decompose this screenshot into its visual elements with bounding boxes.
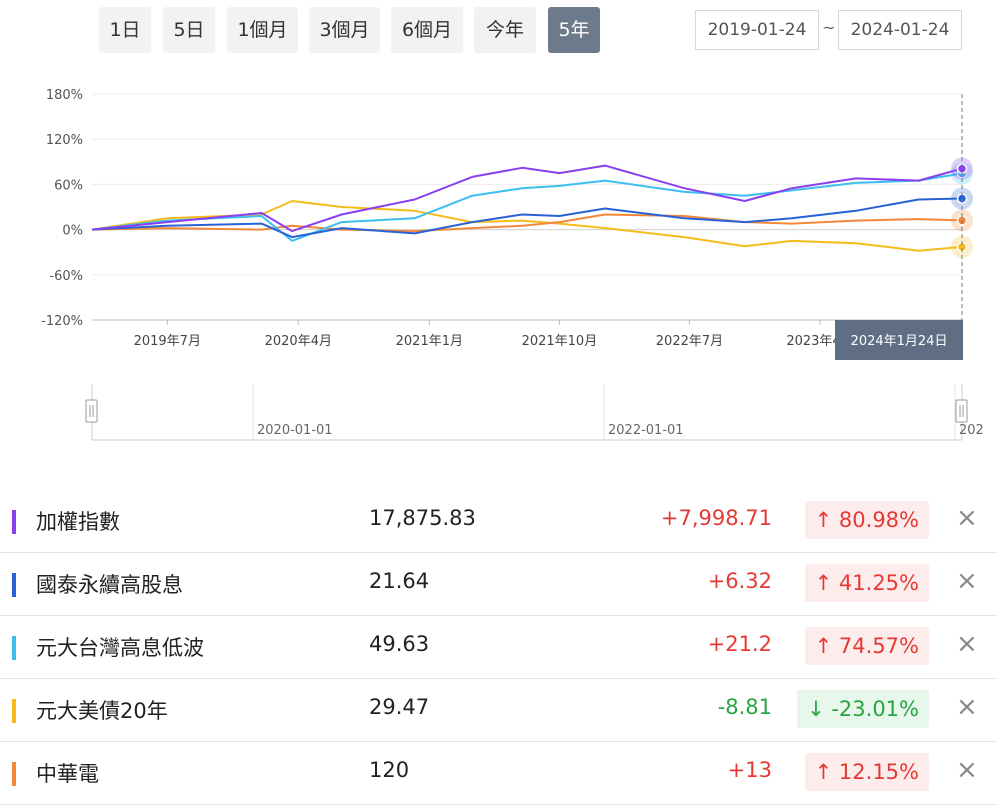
security-price: 49.63 bbox=[369, 632, 430, 656]
table-row: 中華電 120 +13 ↑ 12.15% × bbox=[0, 742, 997, 805]
navigator-tick-label: 202 bbox=[959, 423, 984, 438]
crosshair-label: 2024年1月24日 bbox=[851, 334, 948, 349]
x-tick-label: 2021年10月 bbox=[522, 334, 598, 349]
security-name: 中華電 bbox=[36, 762, 99, 786]
navigator-tick-label: 2022-01-01 bbox=[608, 423, 684, 438]
series-color-bar bbox=[12, 762, 16, 786]
navigator-handle-right[interactable] bbox=[955, 399, 968, 423]
range-button-5d[interactable]: 5日 bbox=[163, 7, 215, 53]
percent-change-badge: ↑ 41.25% bbox=[804, 564, 929, 602]
series-line bbox=[91, 197, 963, 239]
close-icon[interactable]: × bbox=[956, 692, 978, 722]
security-name: 國泰永續高股息 bbox=[36, 573, 183, 597]
series-color-bar bbox=[12, 636, 16, 660]
series-line bbox=[91, 172, 963, 242]
performance-chart[interactable]: 180% 120% 60% 0% -60% -120% 2019年7月 2020年4月 202… bbox=[0, 0, 997, 450]
percent-change-badge: ↓ -23.01% bbox=[797, 690, 929, 728]
series-line bbox=[91, 200, 963, 252]
table-row: 元大台灣高息低波 49.63 +21.2 ↑ 74.57% × bbox=[0, 616, 997, 679]
start-date-input[interactable]: 2019-01-24 bbox=[695, 10, 819, 50]
security-price: 120 bbox=[369, 758, 410, 782]
series-color-bar bbox=[12, 699, 16, 723]
end-date-input[interactable]: 2024-01-24 bbox=[838, 10, 962, 50]
y-tick-label: 180% bbox=[46, 88, 83, 103]
series-line bbox=[91, 164, 963, 233]
security-name: 加權指數 bbox=[36, 510, 120, 534]
handle-body bbox=[955, 399, 968, 423]
range-button-5y[interactable]: 5年 bbox=[548, 7, 600, 53]
navigator-handle-left[interactable] bbox=[85, 399, 98, 423]
price-change: -8.81 bbox=[717, 695, 772, 719]
price-change: +13 bbox=[727, 758, 772, 782]
range-button-3m[interactable]: 3個月 bbox=[309, 7, 380, 53]
close-icon[interactable]: × bbox=[956, 755, 978, 785]
security-price: 21.64 bbox=[369, 569, 430, 593]
table-row: 元大美債20年 29.47 -8.81 ↓ -23.01% × bbox=[0, 679, 997, 742]
x-tick-label: 2021年1月 bbox=[396, 334, 463, 349]
range-button-6m[interactable]: 6個月 bbox=[391, 7, 463, 53]
x-tick-label: 2020年4月 bbox=[265, 334, 332, 349]
range-button-1d[interactable]: 1日 bbox=[99, 7, 151, 53]
percent-change-badge: ↑ 80.98% bbox=[804, 501, 929, 539]
security-price: 17,875.83 bbox=[369, 506, 476, 530]
series-color-bar bbox=[12, 510, 16, 534]
price-change: +21.2 bbox=[707, 632, 772, 656]
table-row: 國泰永續高股息 21.64 +6.32 ↑ 41.25% × bbox=[0, 553, 997, 616]
navigator-tick-label: 2020-01-01 bbox=[257, 423, 333, 438]
table-row: 加權指數 17,875.83 +7,998.71 ↑ 80.98% × bbox=[0, 490, 997, 553]
crosshair-label-box bbox=[835, 320, 963, 360]
range-button-ytd[interactable]: 今年 bbox=[474, 7, 536, 53]
percent-change-badge: ↑ 74.57% bbox=[804, 627, 929, 665]
date-separator: ~ bbox=[822, 18, 836, 37]
handle-body bbox=[85, 399, 98, 423]
y-tick-label: 0% bbox=[62, 224, 83, 239]
x-tick-label: 2019年7月 bbox=[134, 334, 201, 349]
y-tick-label: -120% bbox=[41, 314, 83, 329]
series-color-bar bbox=[12, 573, 16, 597]
x-tick-label: 2022年7月 bbox=[656, 334, 723, 349]
security-name: 元大台灣高息低波 bbox=[36, 636, 204, 660]
close-icon[interactable]: × bbox=[956, 629, 978, 659]
percent-change-badge: ↑ 12.15% bbox=[804, 753, 929, 791]
price-change: +7,998.71 bbox=[660, 506, 772, 530]
security-price: 29.47 bbox=[369, 695, 430, 719]
y-tick-label: 60% bbox=[54, 178, 83, 193]
security-name: 元大美債20年 bbox=[36, 699, 168, 723]
price-change: +6.32 bbox=[707, 569, 772, 593]
close-icon[interactable]: × bbox=[956, 503, 978, 533]
range-button-1m[interactable]: 1個月 bbox=[227, 7, 298, 53]
close-icon[interactable]: × bbox=[956, 566, 978, 596]
y-tick-label: 120% bbox=[46, 133, 83, 148]
y-tick-label: -60% bbox=[49, 269, 83, 284]
